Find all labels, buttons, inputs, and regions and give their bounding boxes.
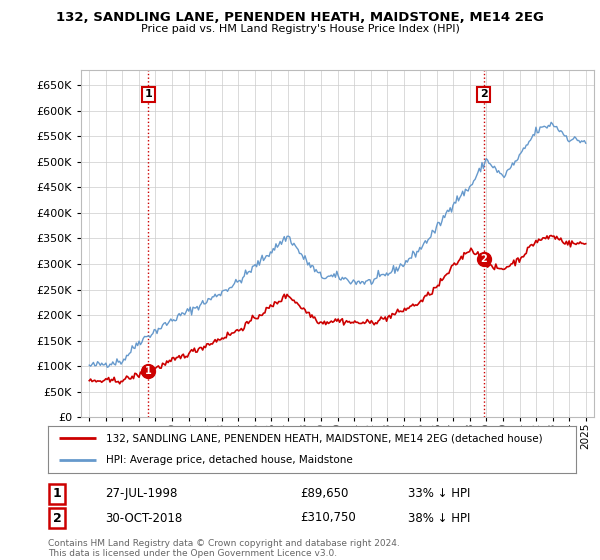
Text: 1: 1 [53, 487, 61, 501]
Text: 2: 2 [53, 511, 61, 525]
Text: 2: 2 [480, 254, 487, 264]
Text: 27-JUL-1998: 27-JUL-1998 [105, 487, 178, 501]
Text: Contains HM Land Registry data © Crown copyright and database right 2024.
This d: Contains HM Land Registry data © Crown c… [48, 539, 400, 558]
Text: 2: 2 [480, 89, 487, 99]
Text: 1: 1 [145, 89, 152, 99]
Text: 132, SANDLING LANE, PENENDEN HEATH, MAIDSTONE, ME14 2EG (detached house): 132, SANDLING LANE, PENENDEN HEATH, MAID… [106, 433, 543, 444]
Text: £310,750: £310,750 [300, 511, 356, 525]
Text: 38% ↓ HPI: 38% ↓ HPI [408, 511, 470, 525]
Text: 33% ↓ HPI: 33% ↓ HPI [408, 487, 470, 501]
Text: HPI: Average price, detached house, Maidstone: HPI: Average price, detached house, Maid… [106, 455, 353, 465]
Text: 132, SANDLING LANE, PENENDEN HEATH, MAIDSTONE, ME14 2EG: 132, SANDLING LANE, PENENDEN HEATH, MAID… [56, 11, 544, 24]
Text: £89,650: £89,650 [300, 487, 349, 501]
Text: 30-OCT-2018: 30-OCT-2018 [105, 511, 182, 525]
Text: Price paid vs. HM Land Registry's House Price Index (HPI): Price paid vs. HM Land Registry's House … [140, 24, 460, 34]
Text: 1: 1 [145, 366, 152, 376]
